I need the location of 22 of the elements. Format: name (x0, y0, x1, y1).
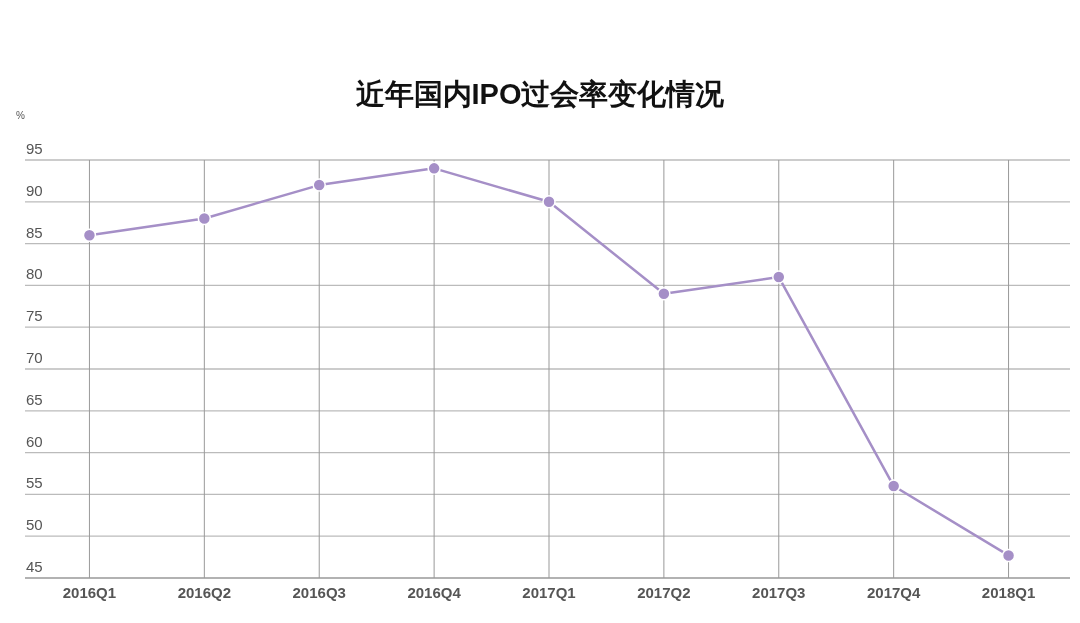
y-tick-label: 55 (26, 474, 43, 492)
x-tick-label: 2016Q2 (177, 584, 232, 601)
y-tick-label: 60 (26, 432, 43, 450)
x-tick-label: 2016Q4 (407, 584, 462, 601)
x-tick-label: 2017Q1 (522, 584, 576, 601)
x-tick-label: 2017Q4 (866, 584, 922, 601)
chart-title: 近年国内IPO过会率变化情况 (355, 78, 726, 110)
y-tick-label: 50 (26, 516, 43, 534)
x-tick-label: 2018Q1 (981, 584, 1036, 601)
y-tick-label: 45 (26, 558, 43, 575)
y-tick-label: 90 (26, 181, 43, 199)
y-tick-label: 70 (26, 349, 43, 366)
x-tick-label: 2017Q2 (637, 584, 691, 601)
x-tick-label: 2017Q3 (752, 584, 806, 601)
y-axis-title: % (16, 110, 25, 121)
y-tick-label: 65 (26, 390, 43, 408)
y-tick-label: 95 (26, 140, 43, 157)
y-tick-label: 75 (26, 307, 43, 325)
x-tick-label: 2016Q3 (292, 584, 346, 601)
y-tick-label: 85 (26, 223, 43, 241)
x-tick-label: 2016Q1 (62, 584, 117, 601)
y-tick-label: 80 (26, 265, 43, 283)
